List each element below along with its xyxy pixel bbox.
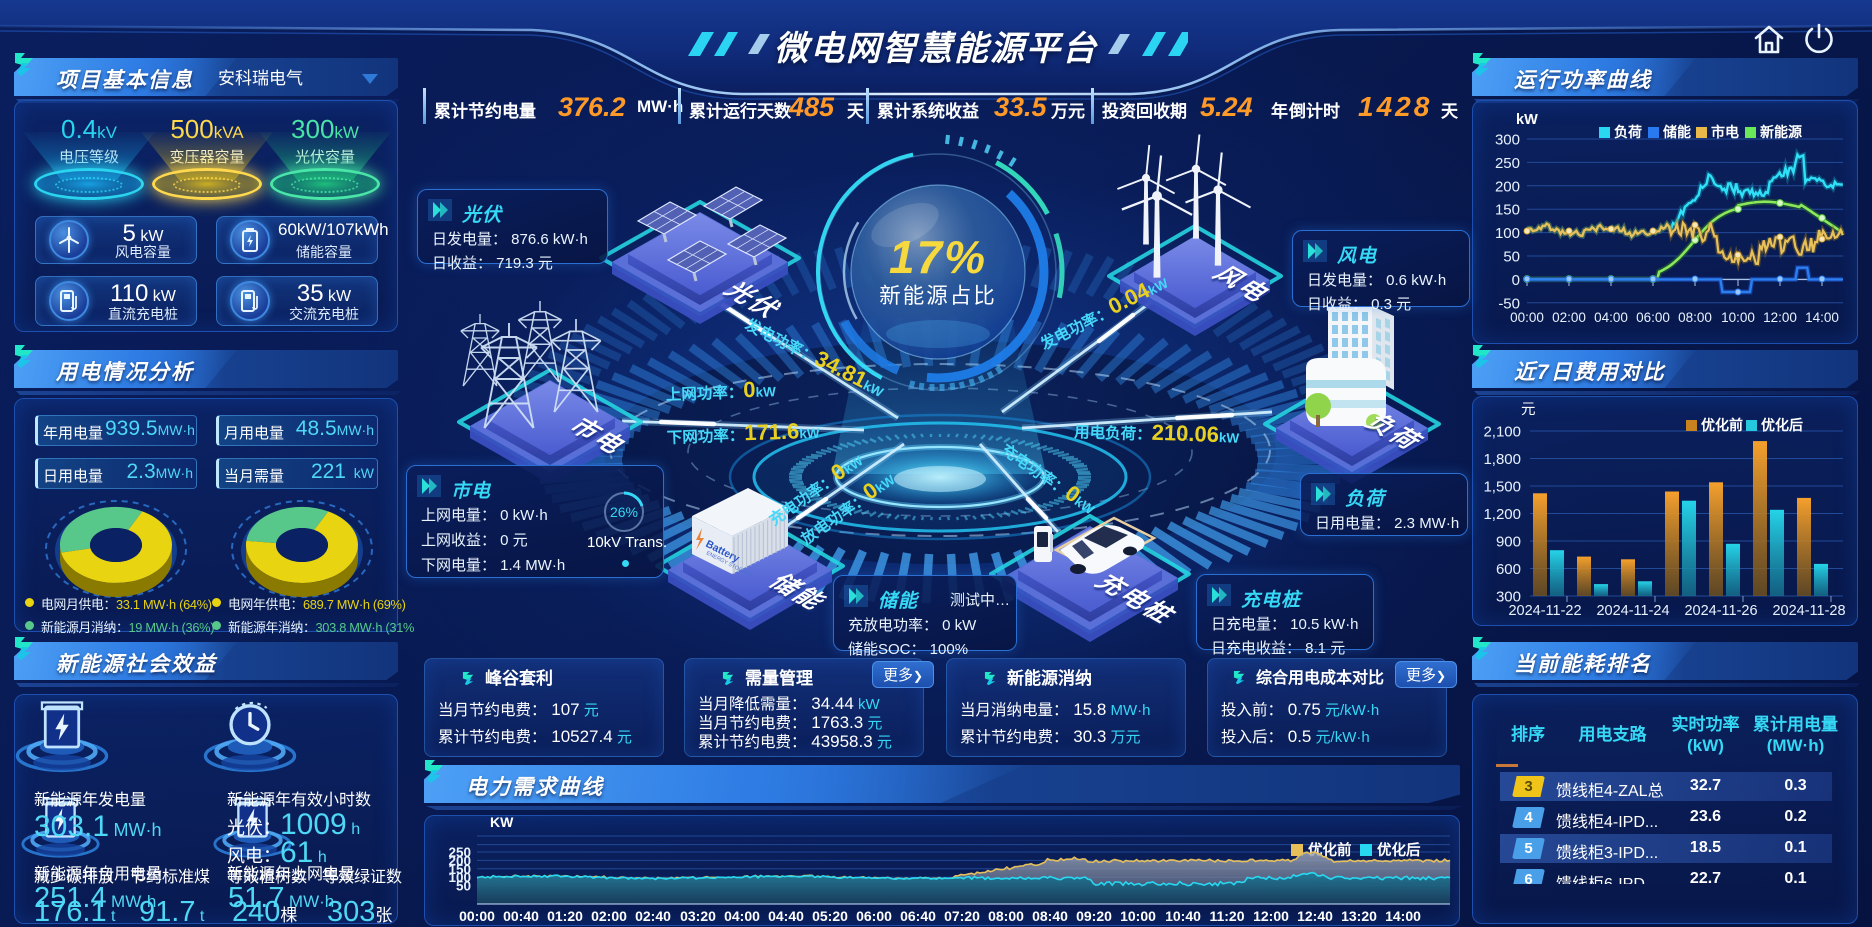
svg-text:07:20: 07:20 — [944, 908, 980, 924]
svg-text:150: 150 — [1495, 202, 1520, 219]
svg-text:12:00: 12:00 — [1763, 310, 1797, 325]
svg-text:100: 100 — [448, 870, 471, 885]
svg-text:06:00: 06:00 — [856, 908, 892, 924]
svg-text:2024-11-24: 2024-11-24 — [1596, 603, 1669, 619]
svg-text:优化后: 优化后 — [1377, 841, 1421, 859]
svg-text:04:40: 04:40 — [768, 908, 804, 924]
svg-text:250: 250 — [1495, 155, 1520, 172]
svg-text:11:20: 11:20 — [1209, 908, 1244, 924]
svg-text:06:40: 06:40 — [900, 908, 936, 924]
svg-text:200: 200 — [448, 853, 471, 868]
svg-text:新能源占比: 新能源占比 — [879, 284, 997, 308]
svg-text:13:20: 13:20 — [1341, 908, 1377, 924]
svg-text:kW: kW — [1516, 112, 1538, 128]
svg-text:50: 50 — [1503, 249, 1520, 266]
svg-text:2,100: 2,100 — [1483, 424, 1521, 441]
svg-text:300: 300 — [1496, 589, 1521, 606]
svg-text:2024-11-26: 2024-11-26 — [1684, 603, 1757, 619]
svg-text:储能: 储能 — [1662, 124, 1691, 140]
svg-text:08:00: 08:00 — [988, 908, 1024, 924]
svg-text:05:20: 05:20 — [812, 908, 848, 924]
svg-text:04:00: 04:00 — [1594, 310, 1628, 325]
svg-text:12:40: 12:40 — [1297, 908, 1333, 924]
svg-text:优化后: 优化后 — [1761, 417, 1803, 433]
svg-text:00:40: 00:40 — [503, 908, 539, 924]
svg-text:02:40: 02:40 — [635, 908, 671, 924]
svg-text:02:00: 02:00 — [1552, 310, 1586, 325]
svg-text:1,200: 1,200 — [1483, 506, 1521, 523]
svg-text:1,500: 1,500 — [1483, 479, 1521, 496]
svg-text:市电: 市电 — [1711, 124, 1739, 140]
svg-text:900: 900 — [1496, 534, 1521, 551]
svg-text:250: 250 — [448, 845, 471, 860]
svg-text:50: 50 — [456, 879, 471, 894]
svg-text:优化前: 优化前 — [1701, 417, 1743, 433]
svg-text:10:00: 10:00 — [1721, 310, 1755, 325]
svg-text:2024-11-22: 2024-11-22 — [1508, 603, 1581, 619]
svg-text:10:00: 10:00 — [1120, 908, 1156, 924]
svg-text:100: 100 — [1495, 225, 1520, 242]
svg-text:12:00: 12:00 — [1253, 908, 1289, 924]
svg-text:-50: -50 — [1498, 295, 1520, 312]
svg-text:14:00: 14:00 — [1385, 908, 1421, 924]
svg-text:600: 600 — [1496, 561, 1521, 578]
svg-text:200: 200 — [1495, 178, 1520, 195]
svg-text:01:20: 01:20 — [547, 908, 583, 924]
svg-text:新能源: 新能源 — [1760, 124, 1802, 140]
svg-text:14:00: 14:00 — [1805, 310, 1839, 325]
svg-text:300: 300 — [1495, 132, 1520, 149]
svg-text:元: 元 — [1521, 402, 1536, 418]
svg-text:02:00: 02:00 — [591, 908, 627, 924]
svg-text:00:00: 00:00 — [1510, 310, 1544, 325]
svg-text:06:00: 06:00 — [1636, 310, 1670, 325]
svg-text:09:20: 09:20 — [1076, 908, 1112, 924]
svg-text:08:40: 08:40 — [1032, 908, 1068, 924]
svg-text:03:20: 03:20 — [680, 908, 716, 924]
svg-text:1,800: 1,800 — [1483, 451, 1521, 468]
svg-text:00:00: 00:00 — [459, 908, 495, 924]
svg-text:0: 0 — [1512, 272, 1520, 289]
svg-text:04:00: 04:00 — [724, 908, 760, 924]
svg-text:10:40: 10:40 — [1165, 908, 1201, 924]
svg-text:08:00: 08:00 — [1678, 310, 1712, 325]
svg-text:下网功率：171.6kW: 下网功率：171.6kW — [666, 418, 820, 448]
svg-text:17%: 17% — [889, 231, 987, 283]
svg-text:26%: 26% — [610, 504, 638, 520]
svg-text:150: 150 — [448, 862, 471, 877]
svg-text:负荷: 负荷 — [1614, 124, 1642, 140]
svg-text:KW: KW — [490, 815, 514, 830]
svg-text:2024-11-28: 2024-11-28 — [1772, 603, 1845, 619]
